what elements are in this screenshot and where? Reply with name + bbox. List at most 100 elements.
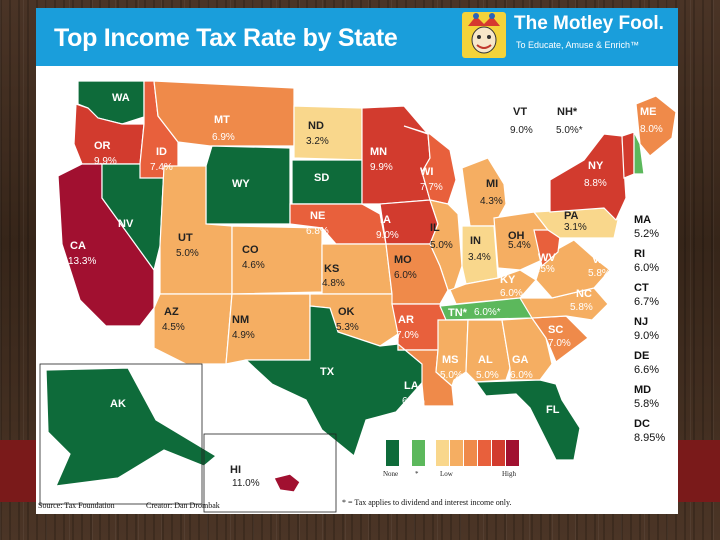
state-sc-rate: 7.0% [548, 338, 571, 349]
sidebar-ri-abbr: RI [634, 248, 645, 260]
state-ne-abbr: NE [310, 210, 326, 222]
state-nm-abbr: NM [232, 314, 250, 326]
state-ak-abbr: AK [110, 398, 126, 410]
state-wy-abbr: WY [232, 178, 250, 190]
sidebar-ct-abbr: CT [634, 282, 649, 294]
state-ca-rate: 13.3% [68, 256, 97, 267]
state-ny-abbr: NY [588, 160, 604, 172]
state-ar-abbr: AR [398, 314, 414, 326]
sidebar-ct-rate: 6.7% [634, 296, 660, 308]
legend-star-swatch [412, 440, 425, 466]
state-wv-abbr: WV [538, 252, 556, 264]
state-wa-abbr: WA [112, 92, 130, 104]
state-ga-abbr: GA [512, 354, 529, 366]
state-ut-abbr: UT [178, 232, 193, 244]
state-il-rate: 5.0% [430, 240, 453, 251]
state-hi-shape [273, 473, 301, 493]
state-ia-abbr: IA [380, 214, 391, 226]
state-id-abbr: ID [156, 146, 167, 158]
state-va-abbr: VA [592, 254, 607, 266]
sidebar-de-abbr: DE [634, 350, 650, 362]
state-wi-rate: 7.7% [420, 182, 443, 193]
state-tn-rate: 6.0%* [474, 307, 501, 318]
sidebar-nj-rate: 9.0% [634, 330, 660, 342]
state-ms-rate: 5.0% [440, 370, 463, 381]
state-ok-abbr: OK [338, 306, 355, 318]
state-ak-shape [45, 367, 218, 487]
state-or-rate: 9.9% [94, 156, 117, 167]
state-mi-abbr: MI [486, 178, 499, 190]
state-az-rate: 4.5% [162, 322, 185, 333]
state-la-rate: 6.0% [402, 396, 425, 407]
state-nd-shape [293, 105, 363, 161]
legend-none-swatch [386, 440, 399, 466]
state-va-rate: 5.8% [588, 268, 611, 279]
state-nc-rate: 5.8% [570, 302, 593, 313]
header-bar: Top Income Tax Rate by State The Motley … [36, 8, 678, 66]
alaska-inset-frame [39, 363, 203, 505]
brand-tagline: To Educate, Amuse & Enrich™ [516, 40, 640, 50]
state-nh-shape [633, 131, 645, 175]
sidebar-ma-abbr: MA [634, 214, 652, 226]
state-ks-abbr: KS [324, 263, 340, 275]
state-me-rate: 8.0% [640, 124, 663, 135]
state-fl-abbr: FL [546, 404, 560, 416]
sidebar-ma-rate: 5.2% [634, 228, 660, 240]
state-nd-rate: 3.2% [306, 136, 329, 147]
state-ks-rate: 4.8% [322, 278, 345, 289]
state-pa-rate: 3.1% [564, 222, 587, 233]
state-nh-rate: 5.0%* [556, 125, 583, 136]
legend-scale-5-swatch [492, 440, 505, 466]
state-sc-abbr: SC [548, 324, 564, 336]
state-mi-rate: 4.3% [480, 196, 503, 207]
state-hi-rate: 11.0% [232, 478, 260, 489]
state-or-abbr: OR [94, 140, 111, 152]
state-mi-shape [461, 157, 507, 227]
hawaii-inset-frame [203, 433, 337, 513]
state-in-abbr: IN [470, 235, 481, 247]
state-tx-abbr: TX [320, 366, 335, 378]
state-al-rate: 5.0% [476, 370, 499, 381]
sidebar-nj-abbr: NJ [634, 316, 649, 328]
state-nm-rate: 4.9% [232, 330, 255, 341]
state-mt-shape [153, 80, 295, 147]
state-mo-abbr: MO [394, 254, 412, 266]
state-in-rate: 3.4% [468, 252, 491, 263]
state-co-rate: 4.6% [242, 260, 265, 271]
state-mn-rate: 9.9% [370, 162, 393, 173]
state-la-abbr: LA [404, 380, 419, 392]
state-az-abbr: AZ [164, 306, 179, 318]
sidebar-ri-rate: 6.0% [634, 262, 660, 274]
state-ny-shape [549, 133, 627, 222]
state-ms-abbr: MS [442, 354, 459, 366]
state-wy-shape [205, 145, 291, 225]
sidebar-dc-rate: 8.95% [634, 432, 666, 444]
state-wv-shape [533, 229, 561, 268]
state-nd-abbr: ND [308, 120, 324, 132]
state-vt-rate: 9.0% [510, 125, 533, 136]
brand-name: The Motley Fool. [514, 13, 664, 34]
state-ca-abbr: CA [70, 240, 86, 252]
map-title: Top Income Tax Rate by State [54, 24, 398, 52]
jester-logo-icon [462, 12, 506, 58]
state-vt-shape [621, 131, 635, 179]
state-nh-abbr: NH* [557, 106, 578, 118]
legend-low-label: Low [440, 470, 453, 478]
sidebar-md-abbr: MD [634, 384, 652, 396]
state-ky-rate: 6.0% [500, 288, 523, 299]
state-mt-rate: 6.9% [212, 132, 235, 143]
state-vt-abbr: VT [513, 106, 528, 118]
sidebar-md-rate: 5.8% [634, 398, 660, 410]
state-sd-abbr: SD [314, 172, 330, 184]
state-tn-abbr: TN* [448, 307, 467, 319]
state-nm-shape [225, 293, 311, 365]
legend-scale-4-swatch [478, 440, 491, 466]
legend-high-label: High [502, 470, 516, 478]
legend-star-label: * [415, 470, 419, 478]
state-fl-shape [474, 379, 581, 461]
us-states-map [39, 80, 677, 513]
state-tx-shape [244, 305, 429, 458]
creator-credit: Creator: Dan Drombak [146, 501, 220, 510]
state-oh-abbr: OH [508, 230, 525, 242]
state-ga-rate: 6.0% [510, 370, 533, 381]
